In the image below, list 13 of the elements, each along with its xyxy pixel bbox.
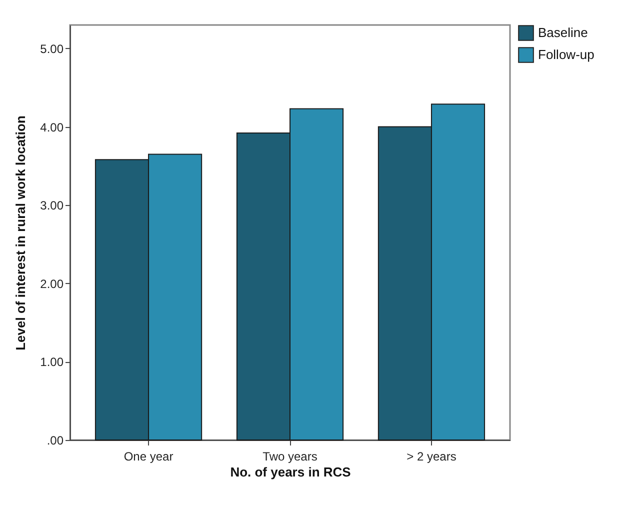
x-tick-label: One year [124, 450, 174, 464]
y-tick-label: 4.00 [40, 120, 64, 134]
y-tick-label: 3.00 [40, 198, 64, 213]
legend-label: Follow-up [538, 47, 594, 62]
y-tick-label: 5.00 [40, 42, 64, 56]
y-tick-label: 1.00 [40, 355, 64, 370]
y-tick-label: 2.00 [40, 276, 64, 291]
legend-label: Baseline [538, 25, 588, 40]
x-tick-label: Two years [262, 450, 318, 464]
y-tick-label: .00 [46, 434, 64, 448]
y-axis-title: Level of interest in rural work location [13, 116, 28, 350]
x-tick-label: > 2 years [406, 450, 456, 464]
x-axis-title: No. of years in RCS [230, 464, 352, 480]
